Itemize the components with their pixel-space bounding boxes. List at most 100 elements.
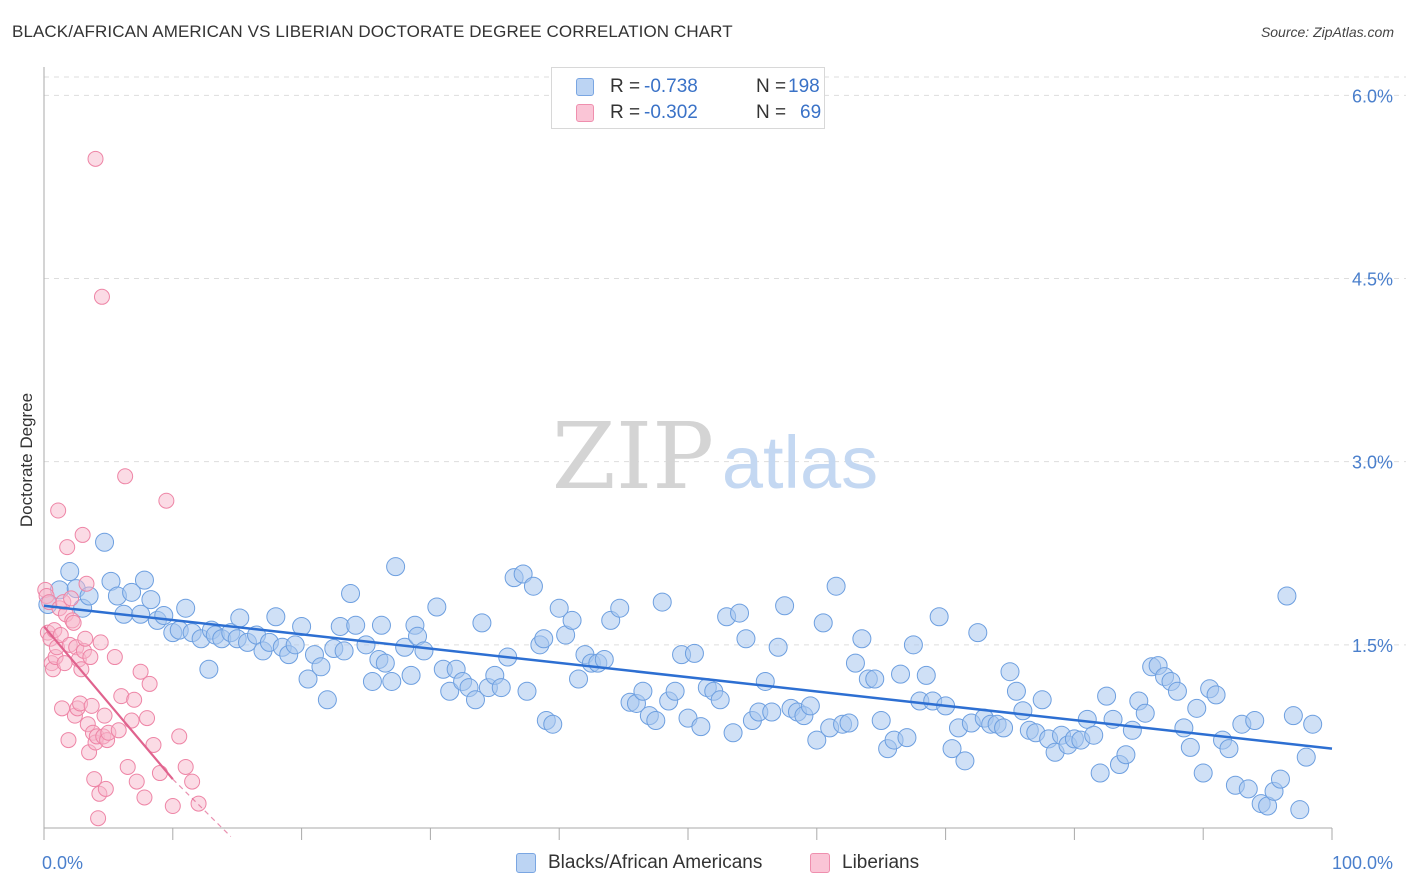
blacks-point — [317, 690, 337, 710]
liberians-point — [141, 675, 158, 692]
liberians-point — [65, 614, 82, 631]
blacks-point — [897, 728, 917, 748]
liberians-point — [117, 468, 134, 485]
blacks-point — [955, 751, 975, 771]
blacks-point — [543, 714, 563, 734]
blacks-point — [60, 562, 80, 582]
grid-lines — [44, 76, 1406, 646]
blacks-point — [710, 690, 730, 710]
blacks-point — [1296, 747, 1316, 767]
liberians-point — [119, 758, 136, 775]
liberians-point — [128, 773, 145, 790]
blacks-point — [852, 629, 872, 649]
blacks-point — [1290, 800, 1310, 820]
blacks-point — [134, 570, 154, 590]
blacks-point — [341, 584, 361, 604]
y-tick-label: 6.0% — [1352, 86, 1393, 106]
liberians-point — [77, 630, 94, 647]
blacks-point — [1193, 763, 1213, 783]
correlation-legend: R = -0.738 N = 198 R = -0.302 N = 69 — [551, 67, 825, 129]
blacks-point — [1283, 706, 1303, 726]
liberians-point — [74, 526, 91, 543]
blacks-point — [199, 659, 219, 679]
blacks-point — [813, 613, 833, 633]
blacks-point — [465, 690, 485, 710]
liberians-point — [82, 649, 99, 666]
liberians-point — [139, 710, 156, 727]
blacks-point — [916, 665, 936, 685]
blacks-point — [311, 657, 331, 677]
blacks-point — [176, 598, 196, 618]
liberians-point — [60, 732, 77, 749]
blacks-point — [534, 629, 554, 649]
blacks-point — [356, 635, 376, 655]
blacks-point — [517, 681, 537, 701]
blacks-point — [1032, 690, 1052, 710]
liberians-point — [96, 707, 113, 724]
blacks-point — [513, 564, 533, 584]
liberians-point — [158, 492, 175, 509]
blacks-point — [1270, 769, 1290, 789]
liberians-point — [92, 634, 109, 651]
blacks-point — [730, 603, 750, 623]
trend-line-liberians-extension — [172, 778, 232, 837]
legend-r-value: -0.302 — [644, 102, 698, 123]
blacks-point — [594, 649, 614, 669]
blacks-point — [122, 582, 142, 602]
blacks-point — [1167, 681, 1187, 701]
series-liberians-points — [37, 150, 207, 827]
blacks-point — [440, 681, 460, 701]
blacks-point — [929, 607, 949, 627]
trend-line-liberians — [43, 625, 174, 780]
blacks-point — [903, 635, 923, 655]
blacks-point — [401, 665, 421, 685]
blacks-point — [1006, 681, 1026, 701]
liberians-point — [93, 288, 110, 305]
legend-n-label: N = — [756, 76, 787, 97]
legend-swatch-blue — [576, 78, 594, 96]
liberians-point — [110, 722, 127, 739]
blacks-point — [1090, 763, 1110, 783]
liberians-point — [136, 789, 153, 806]
blacks-point — [755, 671, 775, 691]
blacks-point — [1245, 711, 1265, 731]
x-tick-label-start: 0.0% — [42, 853, 83, 873]
blacks-point — [1097, 686, 1117, 706]
blacks-point — [994, 718, 1014, 738]
blacks-point — [775, 596, 795, 616]
liberians-point — [151, 765, 168, 782]
blacks-point — [652, 592, 672, 612]
x-tick-label-end: 100.0% — [1332, 853, 1393, 873]
liberians-point — [177, 758, 194, 775]
blacks-point — [826, 576, 846, 596]
blacks-point — [141, 590, 161, 610]
legend-n-label: N = — [756, 102, 787, 123]
blacks-point — [569, 669, 589, 689]
liberians-point — [190, 795, 207, 812]
liberians-point — [87, 150, 104, 167]
liberians-point — [126, 691, 143, 708]
blacks-point — [871, 711, 891, 731]
liberians-point — [132, 663, 149, 680]
blacks-point — [491, 678, 511, 698]
blacks-point — [807, 730, 827, 750]
blacks-point — [1174, 718, 1194, 738]
blacks-point — [736, 629, 756, 649]
blacks-point — [1219, 739, 1239, 759]
blacks-point — [891, 664, 911, 684]
blacks-point — [427, 597, 447, 617]
blacks-point — [1277, 586, 1297, 606]
blacks-point — [1135, 703, 1155, 723]
blacks-point — [633, 681, 653, 701]
liberians-point — [59, 539, 76, 556]
blacks-point — [1180, 737, 1200, 757]
liberians-point — [90, 810, 107, 827]
blacks-point — [414, 641, 434, 661]
blacks-point — [334, 641, 354, 661]
blacks-point — [562, 610, 582, 630]
liberians-point — [145, 736, 162, 753]
blacks-point — [723, 723, 743, 743]
liberians-point — [86, 771, 103, 788]
blacks-point — [1122, 720, 1142, 740]
legend-swatch-pink — [810, 853, 830, 873]
